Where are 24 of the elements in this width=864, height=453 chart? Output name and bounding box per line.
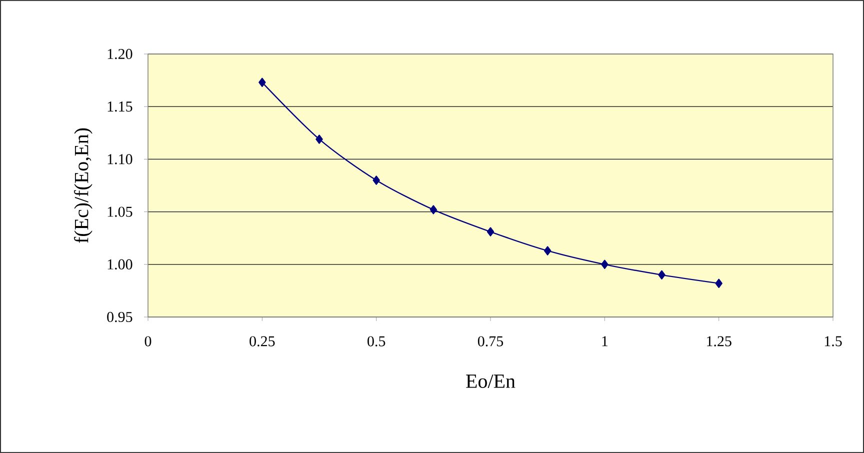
- point: [372, 176, 380, 185]
- x-axis-title: Eo/En: [466, 374, 516, 388]
- y-tick-label: 1.10: [108, 154, 132, 164]
- point: [316, 134, 323, 144]
- point: [430, 205, 438, 214]
- x-tick-label: 1.25: [707, 336, 732, 346]
- point: [258, 78, 266, 88]
- y-tick-label: 1.20: [108, 48, 132, 60]
- x-tick-label: 0.75: [478, 336, 504, 346]
- x-tick-label: 0.5: [368, 336, 386, 346]
- x-tick-label: 0.25: [250, 336, 275, 346]
- point: [486, 227, 494, 236]
- y-tick-label: 1.00: [108, 259, 132, 270]
- point: [544, 246, 552, 256]
- y-tick-label: 1.15: [108, 102, 132, 112]
- y-tick-label: 1.05: [108, 206, 132, 217]
- y-axis-title: f(Ec)/f(Eo,En): [74, 128, 92, 243]
- point: [601, 260, 608, 269]
- point: [715, 278, 722, 288]
- x-tick-label: 1: [602, 336, 608, 346]
- x-tick-label: 1.5: [824, 336, 842, 346]
- y-tick-label: 0.95: [107, 312, 132, 322]
- x-tick-label: 0: [144, 336, 152, 346]
- point: [658, 270, 666, 280]
